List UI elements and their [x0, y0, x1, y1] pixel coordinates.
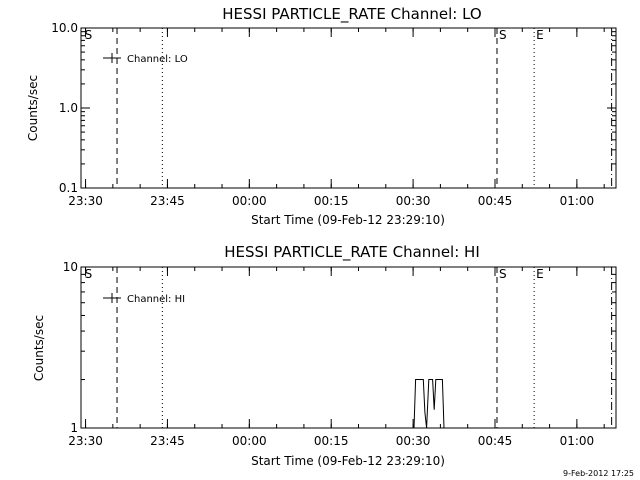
- x-tick-label: 00:30: [396, 194, 431, 208]
- y-axis-label: Counts/sec: [26, 75, 40, 141]
- x-tick-label: 00:45: [478, 434, 513, 448]
- event-marker-label: S: [499, 267, 507, 281]
- event-marker-label: E: [536, 267, 544, 281]
- x-tick-label: 00:00: [232, 434, 267, 448]
- x-tick-label: 00:00: [232, 194, 267, 208]
- x-tick-label: 00:15: [314, 434, 349, 448]
- y-axis: 0.1 1.0 10.0: [51, 21, 616, 195]
- legend-label: Channel: LO: [127, 54, 188, 65]
- chart-panel-hi: HESSI PARTICLE_RATE Channel: HI 1 10 23:3…: [32, 243, 617, 468]
- chart-panel-lo: HESSI PARTICLE_RATE Channel: LO 0.1 1.0 10…: [26, 5, 617, 227]
- x-tick-label: 01:00: [560, 434, 595, 448]
- y-tick-label: 10.0: [51, 21, 78, 35]
- chart-title: HESSI PARTICLE_RATE Channel: LO: [222, 5, 481, 24]
- legend-label: Channel: HI: [127, 294, 185, 305]
- x-tick-label: 23:45: [150, 194, 185, 208]
- x-tick-label: 01:00: [560, 194, 595, 208]
- x-axis: 23:30 23:45 00:00 00:15 00:30 00:45 01:00: [68, 267, 605, 448]
- y-tick-label: 1: [70, 421, 78, 435]
- plot-timestamp: 9-Feb-2012 17:25: [563, 469, 634, 478]
- event-marker-label: S: [85, 267, 93, 281]
- x-tick-label: 00:15: [314, 194, 349, 208]
- x-axis-label: Start Time (09-Feb-12 23:29:10): [251, 454, 445, 468]
- x-axis: 23:30 23:45 00:00 00:15 00:30 00:45 01:00: [68, 28, 605, 208]
- series-line: [413, 379, 445, 429]
- y-tick-label: 10: [63, 260, 78, 274]
- x-tick-label: 23:45: [150, 434, 185, 448]
- x-tick-label: 00:45: [478, 194, 513, 208]
- legend: Channel: HI: [103, 293, 185, 305]
- event-marker-label: S: [499, 28, 507, 42]
- y-axis-label: Counts/sec: [32, 315, 46, 381]
- event-marker-label: E: [536, 28, 544, 42]
- x-tick-label: 00:30: [396, 434, 431, 448]
- plot-frame: [80, 266, 617, 429]
- y-tick-label: 0.1: [59, 181, 78, 195]
- x-tick-label: 23:30: [68, 434, 103, 448]
- event-marker-label: S: [85, 28, 93, 42]
- x-tick-label: 23:30: [68, 194, 103, 208]
- x-axis-label: Start Time (09-Feb-12 23:29:10): [251, 213, 445, 227]
- y-tick-label: 1.0: [59, 101, 78, 115]
- plot-frame: [80, 27, 617, 189]
- y-axis: 1 10: [63, 260, 616, 435]
- chart-title: HESSI PARTICLE_RATE Channel: HI: [224, 243, 480, 262]
- legend: Channel: LO: [103, 53, 188, 65]
